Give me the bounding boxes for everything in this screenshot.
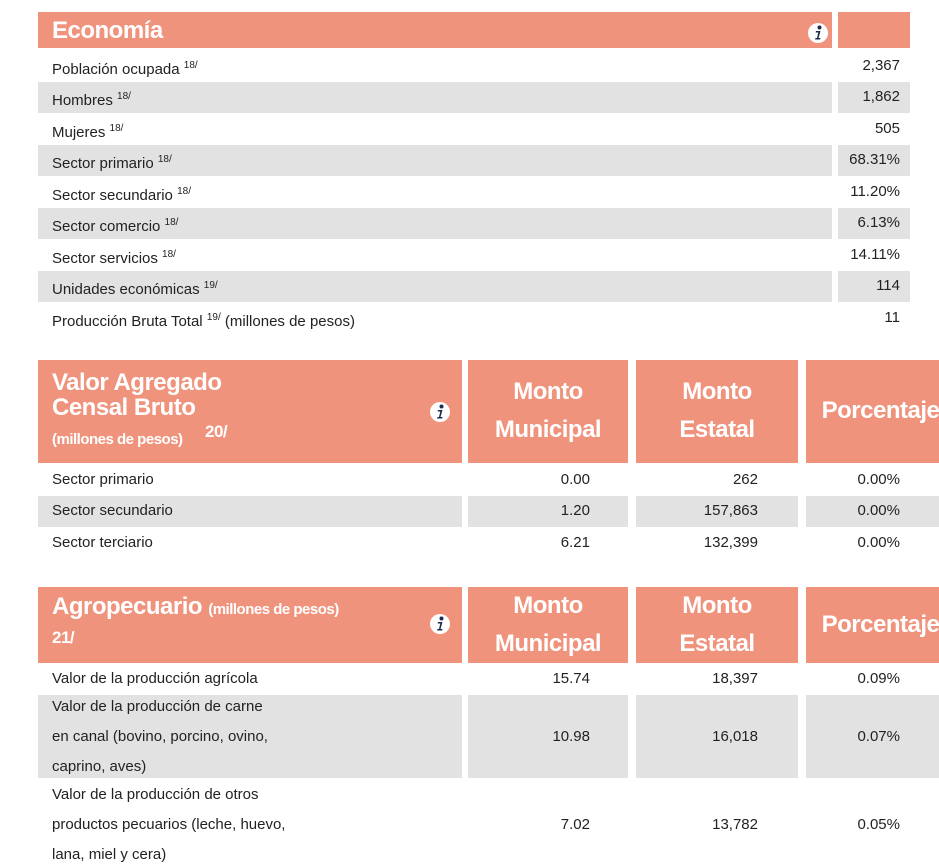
- suffix: (millones de pesos): [225, 313, 355, 330]
- row-label: Sector secundario: [52, 502, 173, 520]
- value: 132,399: [704, 534, 758, 552]
- value: 11: [884, 309, 900, 327]
- value: 11.20%: [850, 183, 900, 201]
- note: 18/: [110, 123, 124, 134]
- row-label: Valor de la producción de otros: [52, 786, 259, 804]
- header: [468, 360, 628, 463]
- label: Sector primario: [52, 155, 154, 172]
- header: [838, 12, 910, 48]
- value: 505: [875, 120, 900, 138]
- value: 0.07%: [857, 728, 900, 746]
- section-title: Economía: [52, 17, 163, 46]
- row-label: Valor de la producción de carne: [52, 698, 263, 716]
- column-header: Porcentaje: [781, 397, 939, 426]
- note: 18/: [117, 91, 131, 102]
- note: 19/: [204, 280, 218, 291]
- row-label: Sector primario: [52, 471, 154, 489]
- note: 18/: [177, 186, 191, 197]
- row-label: Sector servicios 18/: [52, 246, 176, 268]
- row-bg: [468, 496, 628, 528]
- value: 157,863: [704, 502, 758, 520]
- info-icon[interactable]: [429, 613, 451, 635]
- row-label: Unidades económicas 19/: [52, 277, 218, 299]
- row-label: lana, miel y cera): [52, 846, 166, 864]
- row-label: Sector primario 18/: [52, 151, 172, 173]
- note: 18/: [184, 60, 198, 71]
- value: 6.13%: [857, 214, 900, 232]
- value: 14.11%: [850, 246, 900, 264]
- value: 0.00%: [857, 471, 900, 489]
- row-label: Hombres 18/: [52, 88, 131, 110]
- note: 18/: [158, 154, 172, 165]
- info-icon[interactable]: [807, 22, 829, 44]
- row-label: Mujeres 18/: [52, 120, 123, 142]
- row-bg: [468, 695, 628, 778]
- value: 6.21: [561, 534, 590, 552]
- row-label: Sector secundario 18/: [52, 183, 191, 205]
- value: 18,397: [712, 670, 758, 688]
- section-title: Censal Bruto: [52, 394, 195, 423]
- value: 7.02: [561, 816, 590, 834]
- label: Mujeres: [52, 124, 105, 141]
- note: 20/: [205, 422, 227, 442]
- info-icon[interactable]: [429, 401, 451, 423]
- column-header: Porcentaje: [781, 611, 939, 640]
- header: [636, 360, 798, 463]
- label: Sector secundario: [52, 187, 173, 204]
- label: Hombres: [52, 92, 113, 109]
- row-label: Sector comercio 18/: [52, 214, 178, 236]
- note: 19/: [207, 312, 221, 323]
- value: 13,782: [712, 816, 758, 834]
- label: Sector comercio: [52, 218, 160, 235]
- value: 0.00%: [857, 534, 900, 552]
- value: 10.98: [552, 728, 590, 746]
- label: Unidades económicas: [52, 281, 200, 298]
- note: 21/: [52, 628, 74, 648]
- value: 1.20: [561, 502, 590, 520]
- row-label: Valor de la producción agrícola: [52, 670, 258, 688]
- section-subtitle: (millones de pesos): [52, 431, 183, 449]
- value: 0.09%: [857, 670, 900, 688]
- row-label: Sector terciario: [52, 534, 153, 552]
- value: 0.00%: [857, 502, 900, 520]
- value: 2,367: [862, 57, 900, 75]
- note: 18/: [162, 249, 176, 260]
- row-bg: [38, 82, 832, 113]
- row-label: productos pecuarios (leche, huevo,: [52, 816, 285, 834]
- label: Sector servicios: [52, 250, 158, 267]
- section-title: Agropecuario (millones de pesos): [52, 592, 339, 624]
- row-label: Producción Bruta Total 19/ (millones de …: [52, 309, 355, 331]
- value: 0.05%: [857, 816, 900, 834]
- title: Agropecuario: [52, 593, 202, 620]
- value: 262: [733, 471, 758, 489]
- value: 16,018: [712, 728, 758, 746]
- value: 0.00: [561, 471, 590, 489]
- label: Población ocupada: [52, 61, 180, 78]
- value: 114: [876, 277, 900, 295]
- value: 15.74: [552, 670, 590, 688]
- row-label: Población ocupada 18/: [52, 57, 198, 79]
- label: Producción Bruta Total: [52, 313, 203, 330]
- value: 1,862: [862, 88, 900, 106]
- note: 18/: [165, 217, 179, 228]
- row-label: caprino, aves): [52, 758, 146, 776]
- subtitle: (millones de pesos): [208, 601, 339, 618]
- value: 68.31%: [849, 151, 900, 169]
- row-label: en canal (bovino, porcino, ovino,: [52, 728, 268, 746]
